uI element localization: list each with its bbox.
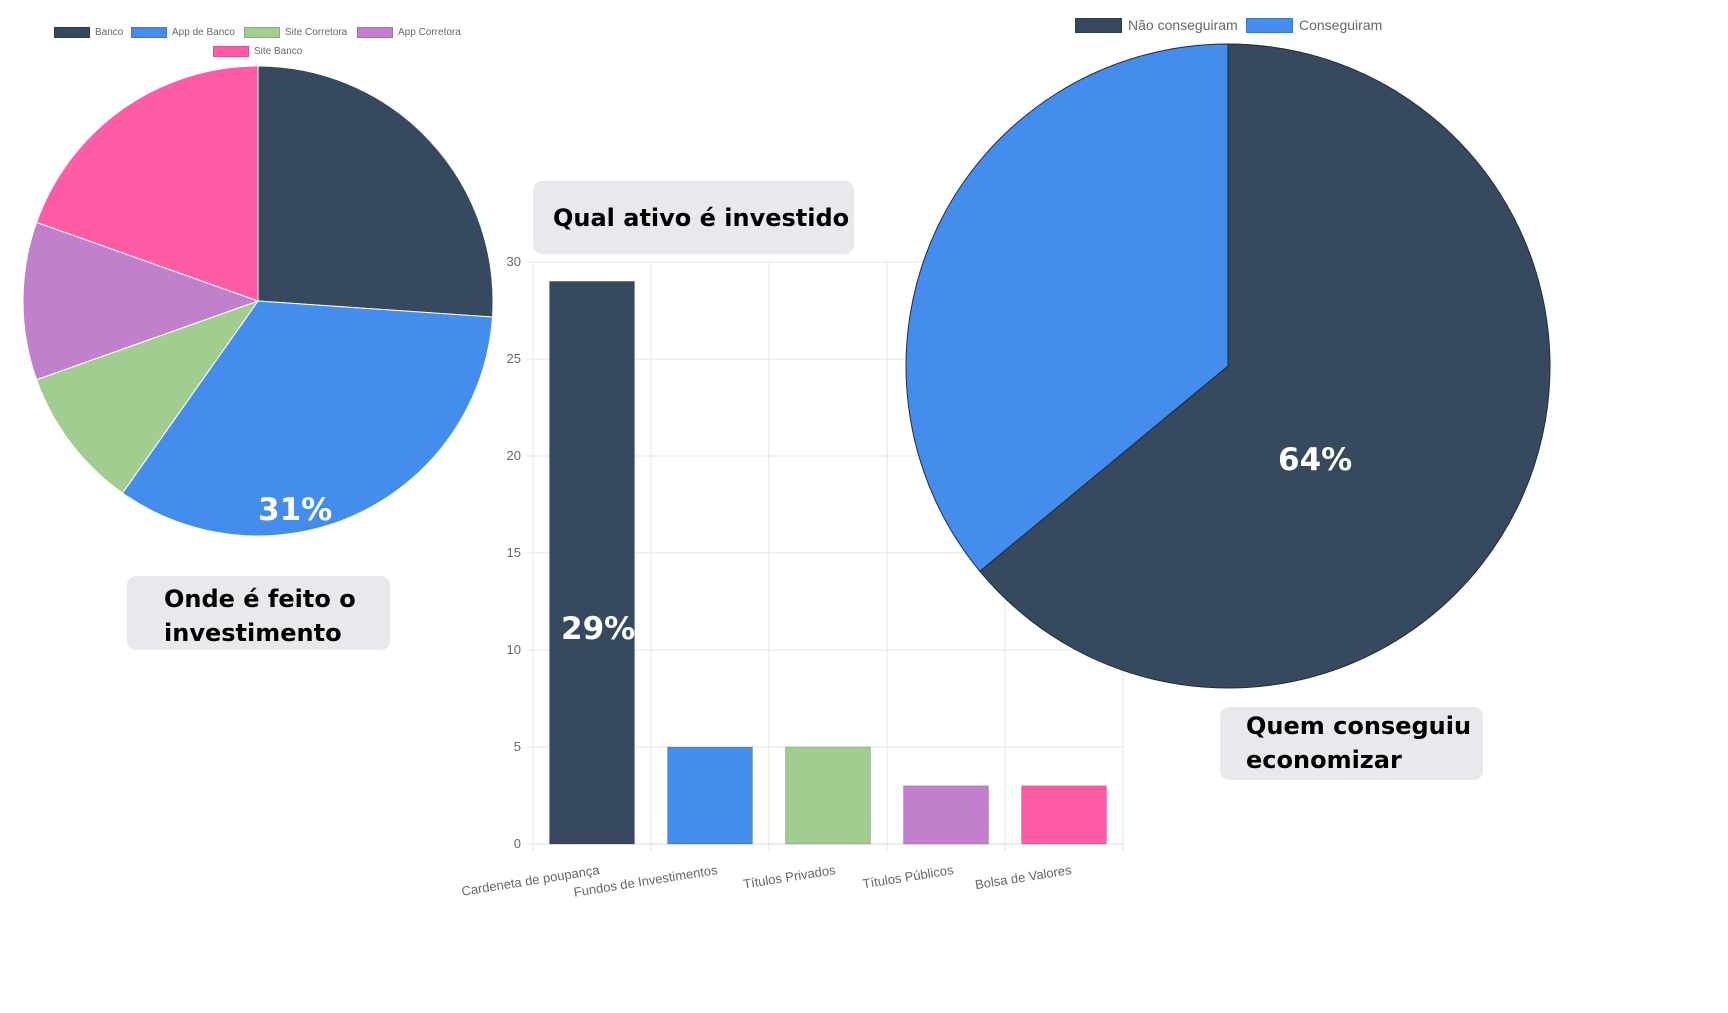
y-tick-label: 5: [514, 739, 521, 754]
bar-1[interactable]: [549, 280, 635, 845]
y-tick-label: 10: [507, 642, 521, 657]
legend-label: Conseguiram: [1299, 17, 1383, 33]
pie-slice-site-corretora[interactable]: [35, 300, 260, 494]
pie-slice-banco[interactable]: [257, 65, 494, 318]
pie2-legend-item[interactable]: Não conseguiram: [1075, 17, 1238, 33]
bar-title: Qual ativo é investido: [533, 181, 854, 254]
pie1-legend-item[interactable]: Site Banco: [213, 46, 302, 57]
legend-label: Não conseguiram: [1128, 17, 1238, 33]
pie-slice-site-banco[interactable]: [35, 65, 259, 302]
legend-swatch: [1246, 17, 1293, 33]
y-tick-label: 20: [507, 448, 521, 463]
legend-swatch: [54, 27, 90, 38]
pie-chart-savings: [905, 43, 1551, 689]
legend-swatch: [131, 27, 167, 38]
legend-label: Site Corretora: [285, 27, 348, 38]
x-tick-label: Títulos Públicos: [861, 862, 954, 891]
legend-label: App Corretora: [398, 27, 461, 38]
pie1-legend-item[interactable]: Site Corretora: [244, 27, 347, 38]
pie2-annotation: 64%: [1278, 442, 1353, 478]
legend-swatch: [1075, 17, 1122, 33]
pie-slice-não-conseguiram[interactable]: [979, 43, 1551, 689]
legend-swatch: [213, 46, 249, 57]
bar-title-text: Qual ativo é investido: [553, 204, 850, 232]
pie1-legend-item[interactable]: App Corretora: [357, 27, 461, 38]
y-tick-label: 15: [507, 545, 521, 560]
pie-slice-app-corretora[interactable]: [22, 221, 260, 381]
bar-3[interactable]: [785, 746, 871, 845]
pie1-title: Onde é feito o investimento: [127, 576, 390, 650]
bar-annotation: 29%: [561, 611, 636, 647]
pie2-legend-item[interactable]: Conseguiram: [1246, 17, 1382, 33]
y-tick-label: 30: [507, 254, 521, 269]
pie1-legend-item[interactable]: Banco: [54, 27, 123, 38]
legend-label: Banco: [95, 27, 124, 38]
legend-swatch: [357, 27, 393, 38]
legend-label: App de Banco: [172, 27, 235, 38]
pie-slice-app-de-banco[interactable]: [121, 300, 493, 537]
pie1-title-text: Onde é feito o investimento: [164, 585, 356, 647]
x-tick-label: Títulos Privados: [742, 862, 837, 891]
y-tick-label: 0: [514, 836, 521, 851]
legend-label: Site Banco: [254, 46, 303, 57]
bar-5[interactable]: [1021, 785, 1107, 845]
pie-slice-conseguiram[interactable]: [905, 43, 1229, 572]
pie2-title-text: Quem conseguiu economizar: [1246, 712, 1472, 774]
pie1-annotation: 31%: [258, 492, 333, 528]
pie1-legend-item[interactable]: App de Banco: [131, 27, 235, 38]
legend-swatch: [244, 27, 280, 38]
pie2-legend: Não conseguiram Conseguiram: [1060, 0, 1420, 40]
bar-2[interactable]: [667, 746, 753, 845]
pie2-title: Quem conseguiu economizar: [1220, 707, 1483, 780]
pie1-legend: Banco App de Banco Site Corretora App Co…: [0, 0, 520, 70]
pie-chart-investment-place: [22, 65, 494, 537]
bar-4[interactable]: [903, 785, 989, 845]
x-tick-label: Bolsa de Valores: [974, 862, 1073, 892]
y-tick-label: 25: [507, 351, 521, 366]
